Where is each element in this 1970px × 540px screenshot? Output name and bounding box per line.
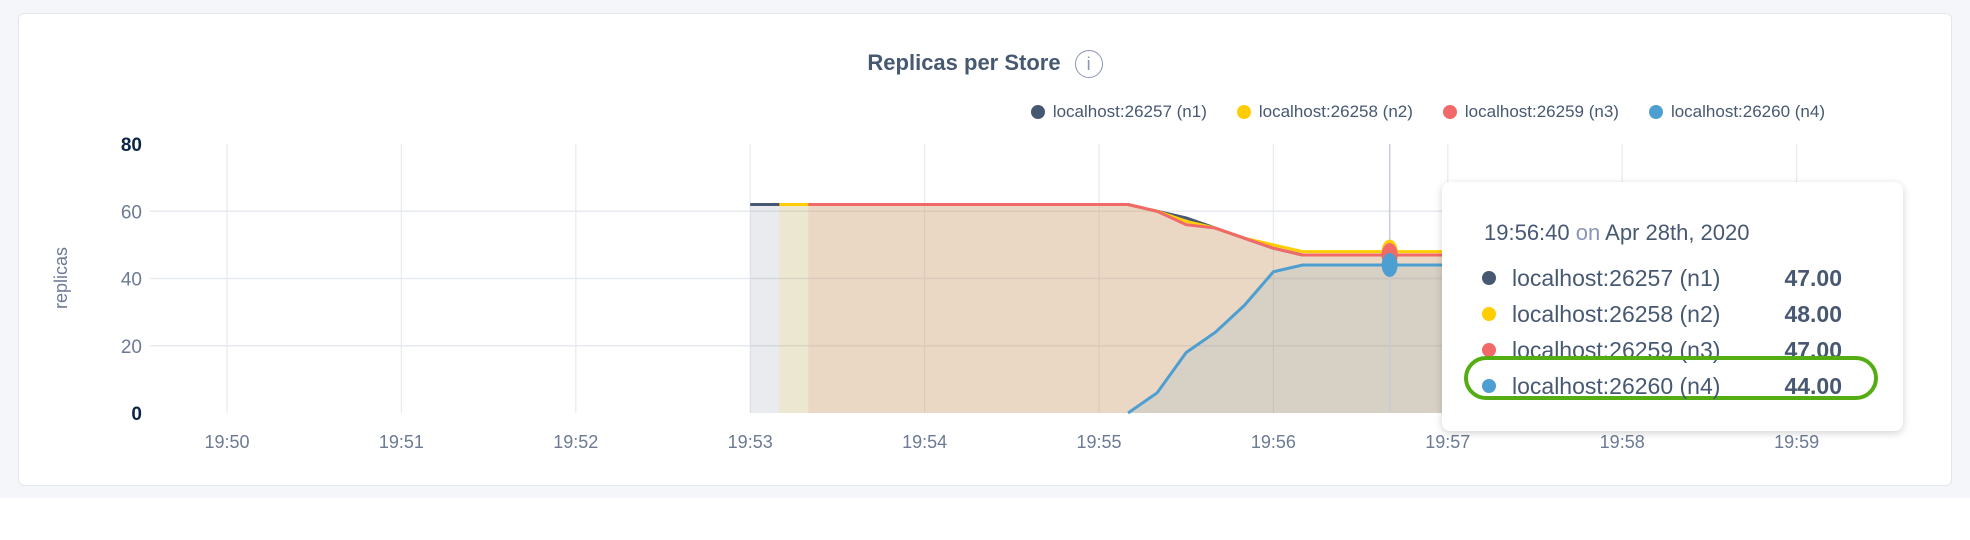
x-tick-label: 19:57	[1425, 432, 1470, 452]
info-icon[interactable]: i	[1074, 50, 1103, 79]
legend-dot-icon	[1236, 105, 1251, 119]
legend-label: localhost:26260 (n4)	[1670, 102, 1825, 121]
x-tick-label: 19:53	[728, 432, 773, 452]
legend-item-n1[interactable]: localhost:26257 (n1)	[1030, 102, 1207, 122]
y-tick-label: 60	[121, 202, 142, 223]
legend-label: localhost:26258 (n2)	[1258, 102, 1413, 121]
x-tick-label: 19:52	[553, 432, 598, 452]
series-area-3	[808, 204, 1448, 413]
x-tick-label: 19:56	[1251, 432, 1296, 452]
y-tick-label: 20	[121, 337, 142, 358]
legend-dot-icon	[1442, 105, 1457, 119]
chart-title-text: Replicas per Store	[867, 50, 1061, 75]
series-area-1	[750, 204, 1448, 413]
x-tick-label: 19:59	[1774, 432, 1819, 452]
y-tick-label: 0	[131, 404, 142, 425]
x-tick-label: 19:50	[204, 432, 249, 452]
series-dot-icon	[1482, 343, 1496, 357]
legend: localhost:26257 (n1) localhost:26258 (n2…	[1030, 102, 1825, 122]
series-line-3	[808, 203, 1448, 257]
page-footer-area	[0, 498, 1970, 540]
tooltip-row-n1: localhost:26257 (n1) 47.00	[1482, 260, 1842, 296]
y-tick-label: 80	[121, 135, 142, 156]
tooltip: 19:56:40 on Apr 28th, 2020 localhost:262…	[1442, 182, 1903, 431]
series-dot-icon	[1482, 271, 1496, 285]
legend-item-n4[interactable]: localhost:26260 (n4)	[1648, 102, 1825, 122]
hover-point-4	[1381, 253, 1398, 278]
legend-item-n3[interactable]: localhost:26259 (n3)	[1442, 102, 1619, 122]
tooltip-row-n2: localhost:26258 (n2) 48.00	[1482, 296, 1842, 332]
legend-dot-icon	[1648, 105, 1663, 119]
chart-title: Replicas per Store i	[0, 50, 1970, 79]
x-tick-label: 19:54	[902, 432, 947, 452]
x-tick-label: 19:51	[379, 432, 424, 452]
x-tick-label: 19:58	[1600, 432, 1645, 452]
y-tick-label: 40	[121, 270, 142, 291]
x-tick-label: 19:55	[1076, 432, 1121, 452]
tooltip-timestamp: 19:56:40 on Apr 28th, 2020	[1484, 220, 1750, 245]
legend-label: localhost:26257 (n1)	[1052, 102, 1207, 121]
series-dot-icon	[1482, 379, 1496, 393]
legend-label: localhost:26259 (n3)	[1464, 102, 1619, 121]
legend-item-n2[interactable]: localhost:26258 (n2)	[1236, 102, 1413, 122]
tooltip-row-n4: localhost:26260 (n4) 44.00	[1482, 368, 1842, 404]
highlight-outline	[1464, 356, 1878, 400]
series-area-4	[1128, 265, 1448, 413]
legend-dot-icon	[1030, 105, 1045, 119]
y-axis-label: replicas	[51, 247, 71, 309]
series-line-4	[1127, 263, 1448, 415]
series-area-2	[779, 204, 1448, 413]
series-dot-icon	[1482, 307, 1496, 321]
